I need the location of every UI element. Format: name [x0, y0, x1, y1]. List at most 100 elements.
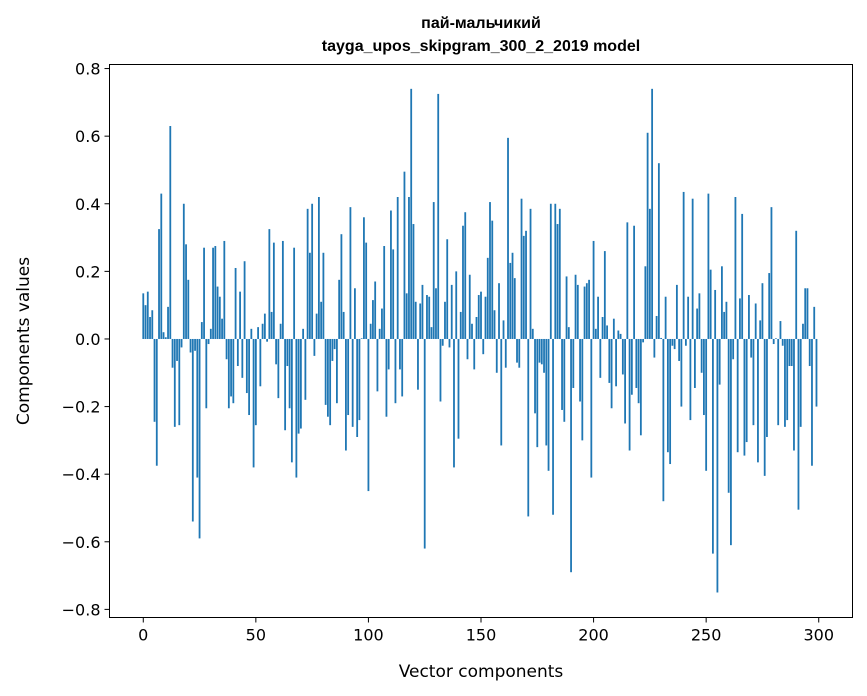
- bar: [707, 193, 710, 339]
- bar: [439, 338, 442, 402]
- bar: [646, 132, 649, 339]
- bar: [414, 301, 417, 339]
- bar: [455, 271, 458, 339]
- bar: [516, 338, 518, 363]
- bar: [196, 338, 199, 478]
- bar: [599, 338, 602, 378]
- bar: [730, 338, 732, 546]
- bar: [648, 208, 651, 339]
- bar: [732, 338, 735, 360]
- y-tick-label: 0.4: [75, 195, 100, 214]
- bar: [261, 323, 264, 339]
- y-axis-label: Components values: [14, 257, 34, 425]
- bar: [277, 338, 280, 399]
- bar: [189, 338, 192, 353]
- y-tick-label: 0.2: [75, 262, 100, 281]
- bar: [779, 321, 782, 339]
- bar: [768, 273, 771, 339]
- bar: [561, 338, 563, 410]
- bar: [446, 239, 449, 339]
- bar: [216, 286, 219, 339]
- bar: [545, 338, 548, 446]
- bar: [304, 338, 307, 400]
- bar: [590, 338, 593, 478]
- bar: [815, 338, 818, 407]
- bar: [739, 298, 741, 339]
- bar: [565, 276, 568, 339]
- bar: [347, 338, 350, 416]
- bar: [736, 338, 739, 453]
- bar: [671, 338, 674, 346]
- bar: [351, 338, 354, 427]
- bar: [248, 338, 250, 416]
- bar: [498, 283, 500, 339]
- y-tick-label: 0.0: [75, 330, 100, 349]
- bar: [468, 274, 471, 339]
- bar: [781, 338, 784, 346]
- bar: [540, 338, 543, 365]
- bar: [441, 338, 444, 346]
- bar: [259, 338, 262, 387]
- bar: [342, 311, 345, 339]
- bar: [725, 301, 728, 339]
- bar: [662, 338, 665, 502]
- bar: [419, 303, 422, 339]
- bar: [221, 318, 223, 339]
- bar: [354, 288, 356, 339]
- bar: [691, 198, 694, 339]
- bar: [423, 338, 426, 549]
- bar: [705, 338, 708, 471]
- bar: [336, 338, 338, 404]
- bar: [471, 323, 473, 339]
- bar: [200, 322, 203, 339]
- chart-subtitle: tayga_upos_skipgram_300_2_2019 model: [322, 38, 640, 55]
- bar: [639, 338, 642, 436]
- bar: [797, 338, 800, 510]
- bar: [331, 338, 334, 361]
- bar: [597, 296, 599, 339]
- bar: [403, 171, 406, 339]
- bar: [529, 208, 532, 339]
- bar: [428, 296, 431, 339]
- bar: [185, 244, 187, 339]
- bar: [212, 247, 214, 339]
- bar: [700, 338, 703, 373]
- bar: [802, 323, 804, 339]
- bar: [230, 338, 232, 397]
- bar: [761, 283, 764, 339]
- bar: [804, 288, 807, 339]
- bar: [766, 338, 768, 437]
- bar: [257, 327, 260, 339]
- bar: [387, 338, 390, 370]
- bar: [808, 338, 811, 367]
- bar: [534, 338, 536, 414]
- bar: [795, 230, 798, 339]
- bar: [302, 328, 305, 339]
- bar: [486, 257, 489, 339]
- bar: [637, 338, 640, 404]
- bar: [624, 338, 626, 424]
- bar: [601, 317, 604, 339]
- bar: [381, 308, 383, 339]
- bar: [450, 284, 453, 339]
- bar: [500, 338, 503, 446]
- bar: [734, 197, 737, 339]
- bar: [727, 338, 730, 493]
- bar: [214, 246, 217, 339]
- bar: [245, 338, 248, 394]
- bar: [466, 338, 469, 360]
- y-tick-label: 0.6: [75, 127, 100, 146]
- bar: [326, 338, 329, 417]
- bar: [356, 338, 359, 437]
- bar: [547, 338, 550, 471]
- bar: [218, 296, 221, 339]
- bar: [583, 286, 586, 339]
- bar: [493, 310, 496, 339]
- bar: [462, 225, 464, 339]
- bar: [158, 229, 160, 339]
- bar: [263, 313, 266, 339]
- bar: [313, 338, 316, 356]
- bar: [383, 246, 386, 339]
- bar: [558, 208, 561, 339]
